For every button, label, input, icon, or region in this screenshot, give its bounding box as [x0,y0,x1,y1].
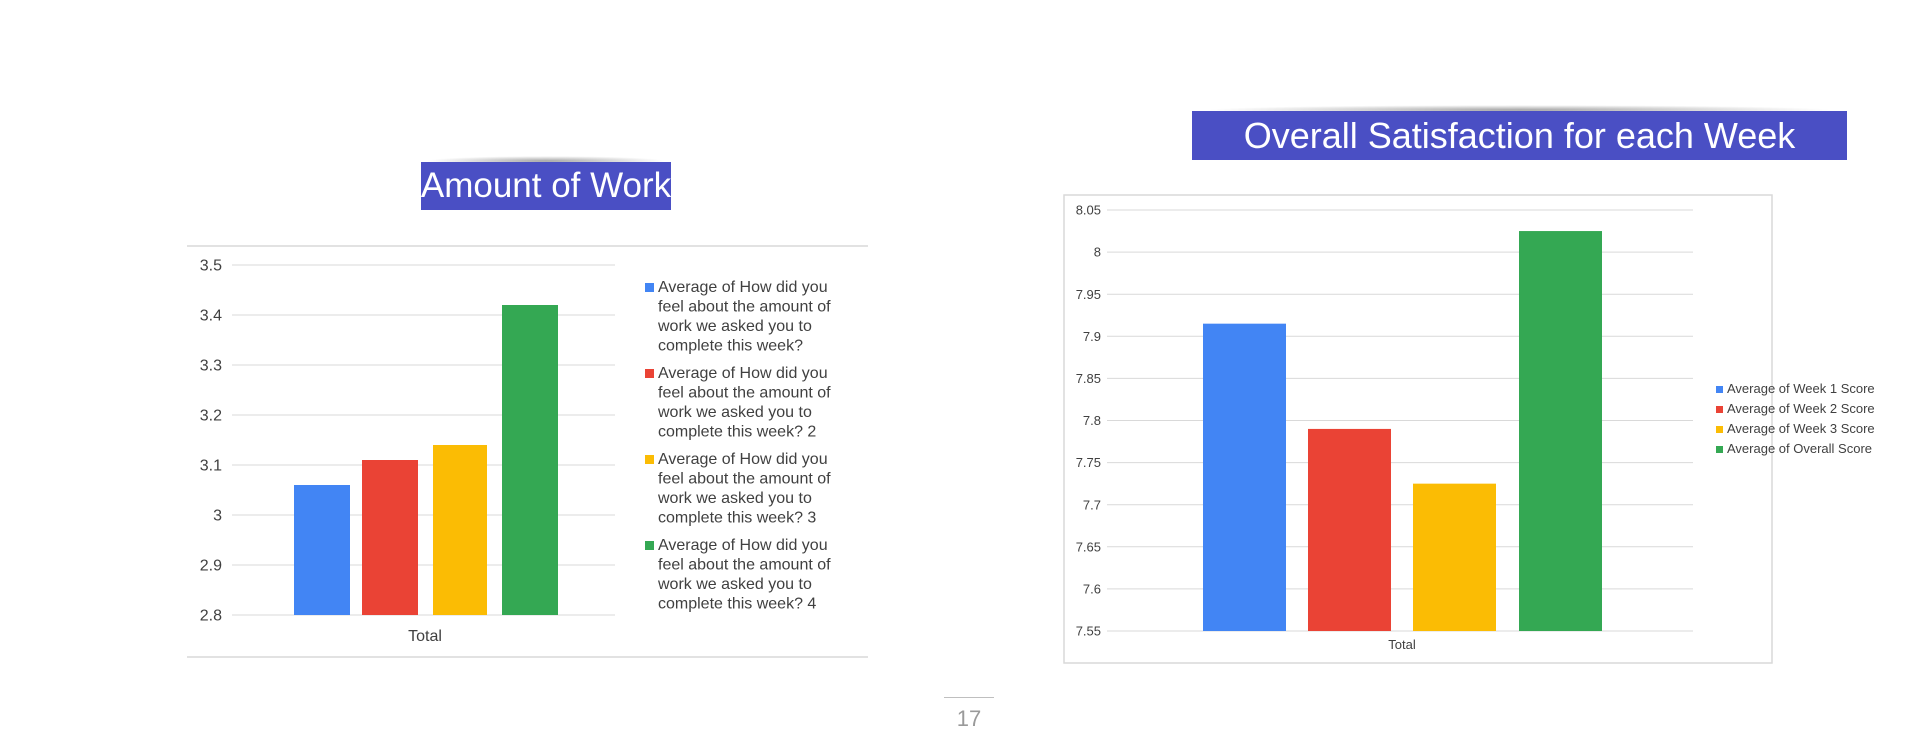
y-tick-label: 7.85 [1076,371,1101,386]
legend-line: complete this week? [658,338,803,355]
legend-line: feel about the amount of [658,385,831,402]
legend-item-3: Average of How did you feel about the amo… [645,451,831,527]
y-tick-label: 8 [1094,245,1101,260]
legend-swatch [1716,406,1723,413]
legend-line: work we asked you to [657,490,812,507]
legend-line: Average of Week 3 Score [1727,421,1875,436]
page-number: 17 [956,706,982,731]
bar-3 [1413,483,1496,631]
legend-item-2: Average of Week 2 Score [1716,401,1875,416]
legend-item-1: Average of How did you feel about the amo… [645,279,831,355]
y-tick-label: 3.1 [200,458,222,475]
bar-4 [502,305,558,615]
legend-swatch [645,369,654,378]
y-tick-label: 7.75 [1076,455,1101,470]
legend-item-4: Average of How did you feel about the amo… [645,537,831,613]
legend-line: Average of How did you [658,365,828,382]
chart-frame [1063,194,1773,664]
legend-label: Average of Week 1 Score [1727,381,1875,396]
y-tick-label: 3.4 [200,308,222,325]
legend-swatch [645,541,654,550]
bar-2 [1308,428,1391,631]
y-tick-label: 7.8 [1083,413,1101,428]
y-tick-label: 7.6 [1083,581,1101,596]
legend-line: feel about the amount of [658,557,831,574]
x-category-label: Total [1388,637,1416,652]
legend-label: Average of How did you feel about the amo… [657,279,831,355]
legend-label: Average of Overall Score [1727,441,1872,456]
legend-line: Average of Overall Score [1727,441,1872,456]
y-tick-label: 3.3 [200,358,222,375]
amount-of-work-title: Amount of Work [421,156,671,210]
legend-line: Average of Week 1 Score [1727,381,1875,396]
legend-line: Average of How did you [658,279,828,296]
legend-line: feel about the amount of [658,471,831,488]
legend-label: Average of How did you feel about the amo… [657,537,831,613]
legend-swatch [1716,386,1723,393]
legend-line: complete this week? 2 [658,424,816,441]
legend-swatch [645,283,654,292]
legend-line: work we asked you to [657,404,812,421]
y-tick-label: 7.7 [1083,497,1101,512]
y-tick-label: 3.2 [200,408,222,425]
legend-item-4: Average of Overall Score [1716,441,1872,456]
legend-line: Average of Week 2 Score [1727,401,1875,416]
legend-line: complete this week? 4 [658,596,816,613]
bar-3 [433,445,487,615]
legend-swatch [1716,426,1723,433]
overall-satisfaction-title: Overall Satisfaction for each Week [1192,105,1847,160]
legend-item-2: Average of How did you feel about the amo… [645,365,831,441]
legend-label: Average of Week 2 Score [1727,401,1875,416]
bar-1 [1203,323,1286,631]
bar-2 [362,460,418,615]
page-number-rule [944,697,994,698]
y-tick-label: 7.9 [1083,329,1101,344]
legend-item-1: Average of Week 1 Score [1716,381,1875,396]
legend-line: Average of How did you [658,537,828,554]
legend-swatch [645,455,654,464]
y-tick-label: 7.55 [1076,624,1101,639]
y-tick-label: 7.95 [1076,287,1101,302]
legend-swatch [1716,446,1723,453]
legend-label: Average of How did you feel about the amo… [657,451,831,527]
x-category-label: Total [408,628,442,645]
y-tick-label: 3.5 [200,258,222,275]
y-tick-label: 2.8 [200,608,222,625]
bar-4 [1519,231,1602,632]
legend-line: complete this week? 3 [658,510,816,527]
y-tick-label: 7.65 [1076,539,1101,554]
bar-1 [294,485,350,615]
y-tick-label: 2.9 [200,558,222,575]
legend-line: Average of How did you [658,451,828,468]
legend-label: Average of Week 3 Score [1727,421,1875,436]
legend-item-3: Average of Week 3 Score [1716,421,1875,436]
y-tick-label: 3 [213,508,222,525]
legend-line: work we asked you to [657,318,812,335]
legend-label: Average of How did you feel about the amo… [657,365,831,441]
y-tick-label: 8.05 [1076,203,1101,218]
legend-line: feel about the amount of [658,299,831,316]
legend-line: work we asked you to [657,576,812,593]
